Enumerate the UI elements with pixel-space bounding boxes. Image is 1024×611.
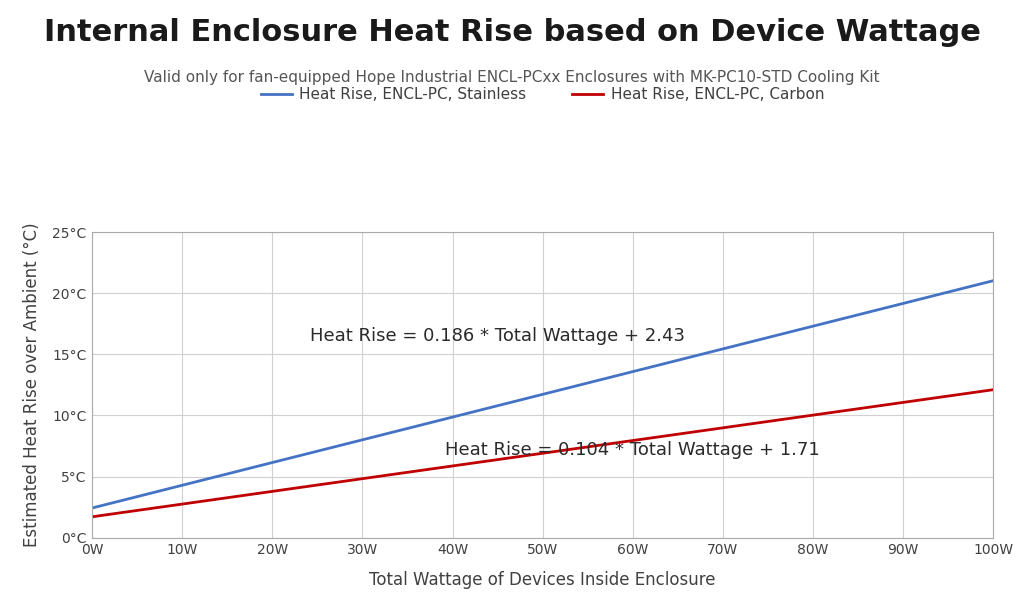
Line: Heat Rise, ENCL-PC, Stainless: Heat Rise, ENCL-PC, Stainless xyxy=(92,280,993,508)
Heat Rise, ENCL-PC, Carbon xyxy=(987,386,999,393)
Heat Rise, ENCL-PC, Stainless xyxy=(514,397,526,404)
Heat Rise, ENCL-PC, Stainless xyxy=(987,277,999,284)
Heat Rise, ENCL-PC, Stainless xyxy=(573,381,586,389)
Text: Internal Enclosure Heat Rise based on Device Wattage: Internal Enclosure Heat Rise based on De… xyxy=(44,18,980,47)
Heat Rise, ENCL-PC, Stainless xyxy=(519,395,531,402)
Text: Valid only for fan-equipped Hope Industrial ENCL-PCxx Enclosures with MK-PC10-ST: Valid only for fan-equipped Hope Industr… xyxy=(144,70,880,86)
Heat Rise, ENCL-PC, Carbon xyxy=(519,452,531,459)
Heat Rise, ENCL-PC, Carbon xyxy=(966,389,978,397)
Heat Rise, ENCL-PC, Carbon xyxy=(824,409,837,416)
Y-axis label: Estimated Heat Rise over Ambient (°C): Estimated Heat Rise over Ambient (°C) xyxy=(24,222,41,547)
Line: Heat Rise, ENCL-PC, Carbon: Heat Rise, ENCL-PC, Carbon xyxy=(92,390,993,517)
Text: Heat Rise = 0.104 * Total Wattage + 1.71: Heat Rise = 0.104 * Total Wattage + 1.71 xyxy=(445,441,820,459)
X-axis label: Total Wattage of Devices Inside Enclosure: Total Wattage of Devices Inside Enclosur… xyxy=(370,571,716,589)
Heat Rise, ENCL-PC, Stainless xyxy=(966,282,978,290)
Heat Rise, ENCL-PC, Carbon xyxy=(86,513,98,521)
Heat Rise, ENCL-PC, Carbon xyxy=(514,453,526,460)
Heat Rise, ENCL-PC, Stainless xyxy=(824,318,837,325)
Heat Rise, ENCL-PC, Stainless xyxy=(623,369,635,376)
Heat Rise, ENCL-PC, Carbon xyxy=(573,444,586,452)
Heat Rise, ENCL-PC, Carbon xyxy=(623,437,635,445)
Text: Heat Rise = 0.186 * Total Wattage + 2.43: Heat Rise = 0.186 * Total Wattage + 2.43 xyxy=(310,327,685,345)
Heat Rise, ENCL-PC, Stainless xyxy=(86,504,98,511)
Legend: Heat Rise, ENCL-PC, Stainless, Heat Rise, ENCL-PC, Carbon: Heat Rise, ENCL-PC, Stainless, Heat Rise… xyxy=(255,81,830,108)
